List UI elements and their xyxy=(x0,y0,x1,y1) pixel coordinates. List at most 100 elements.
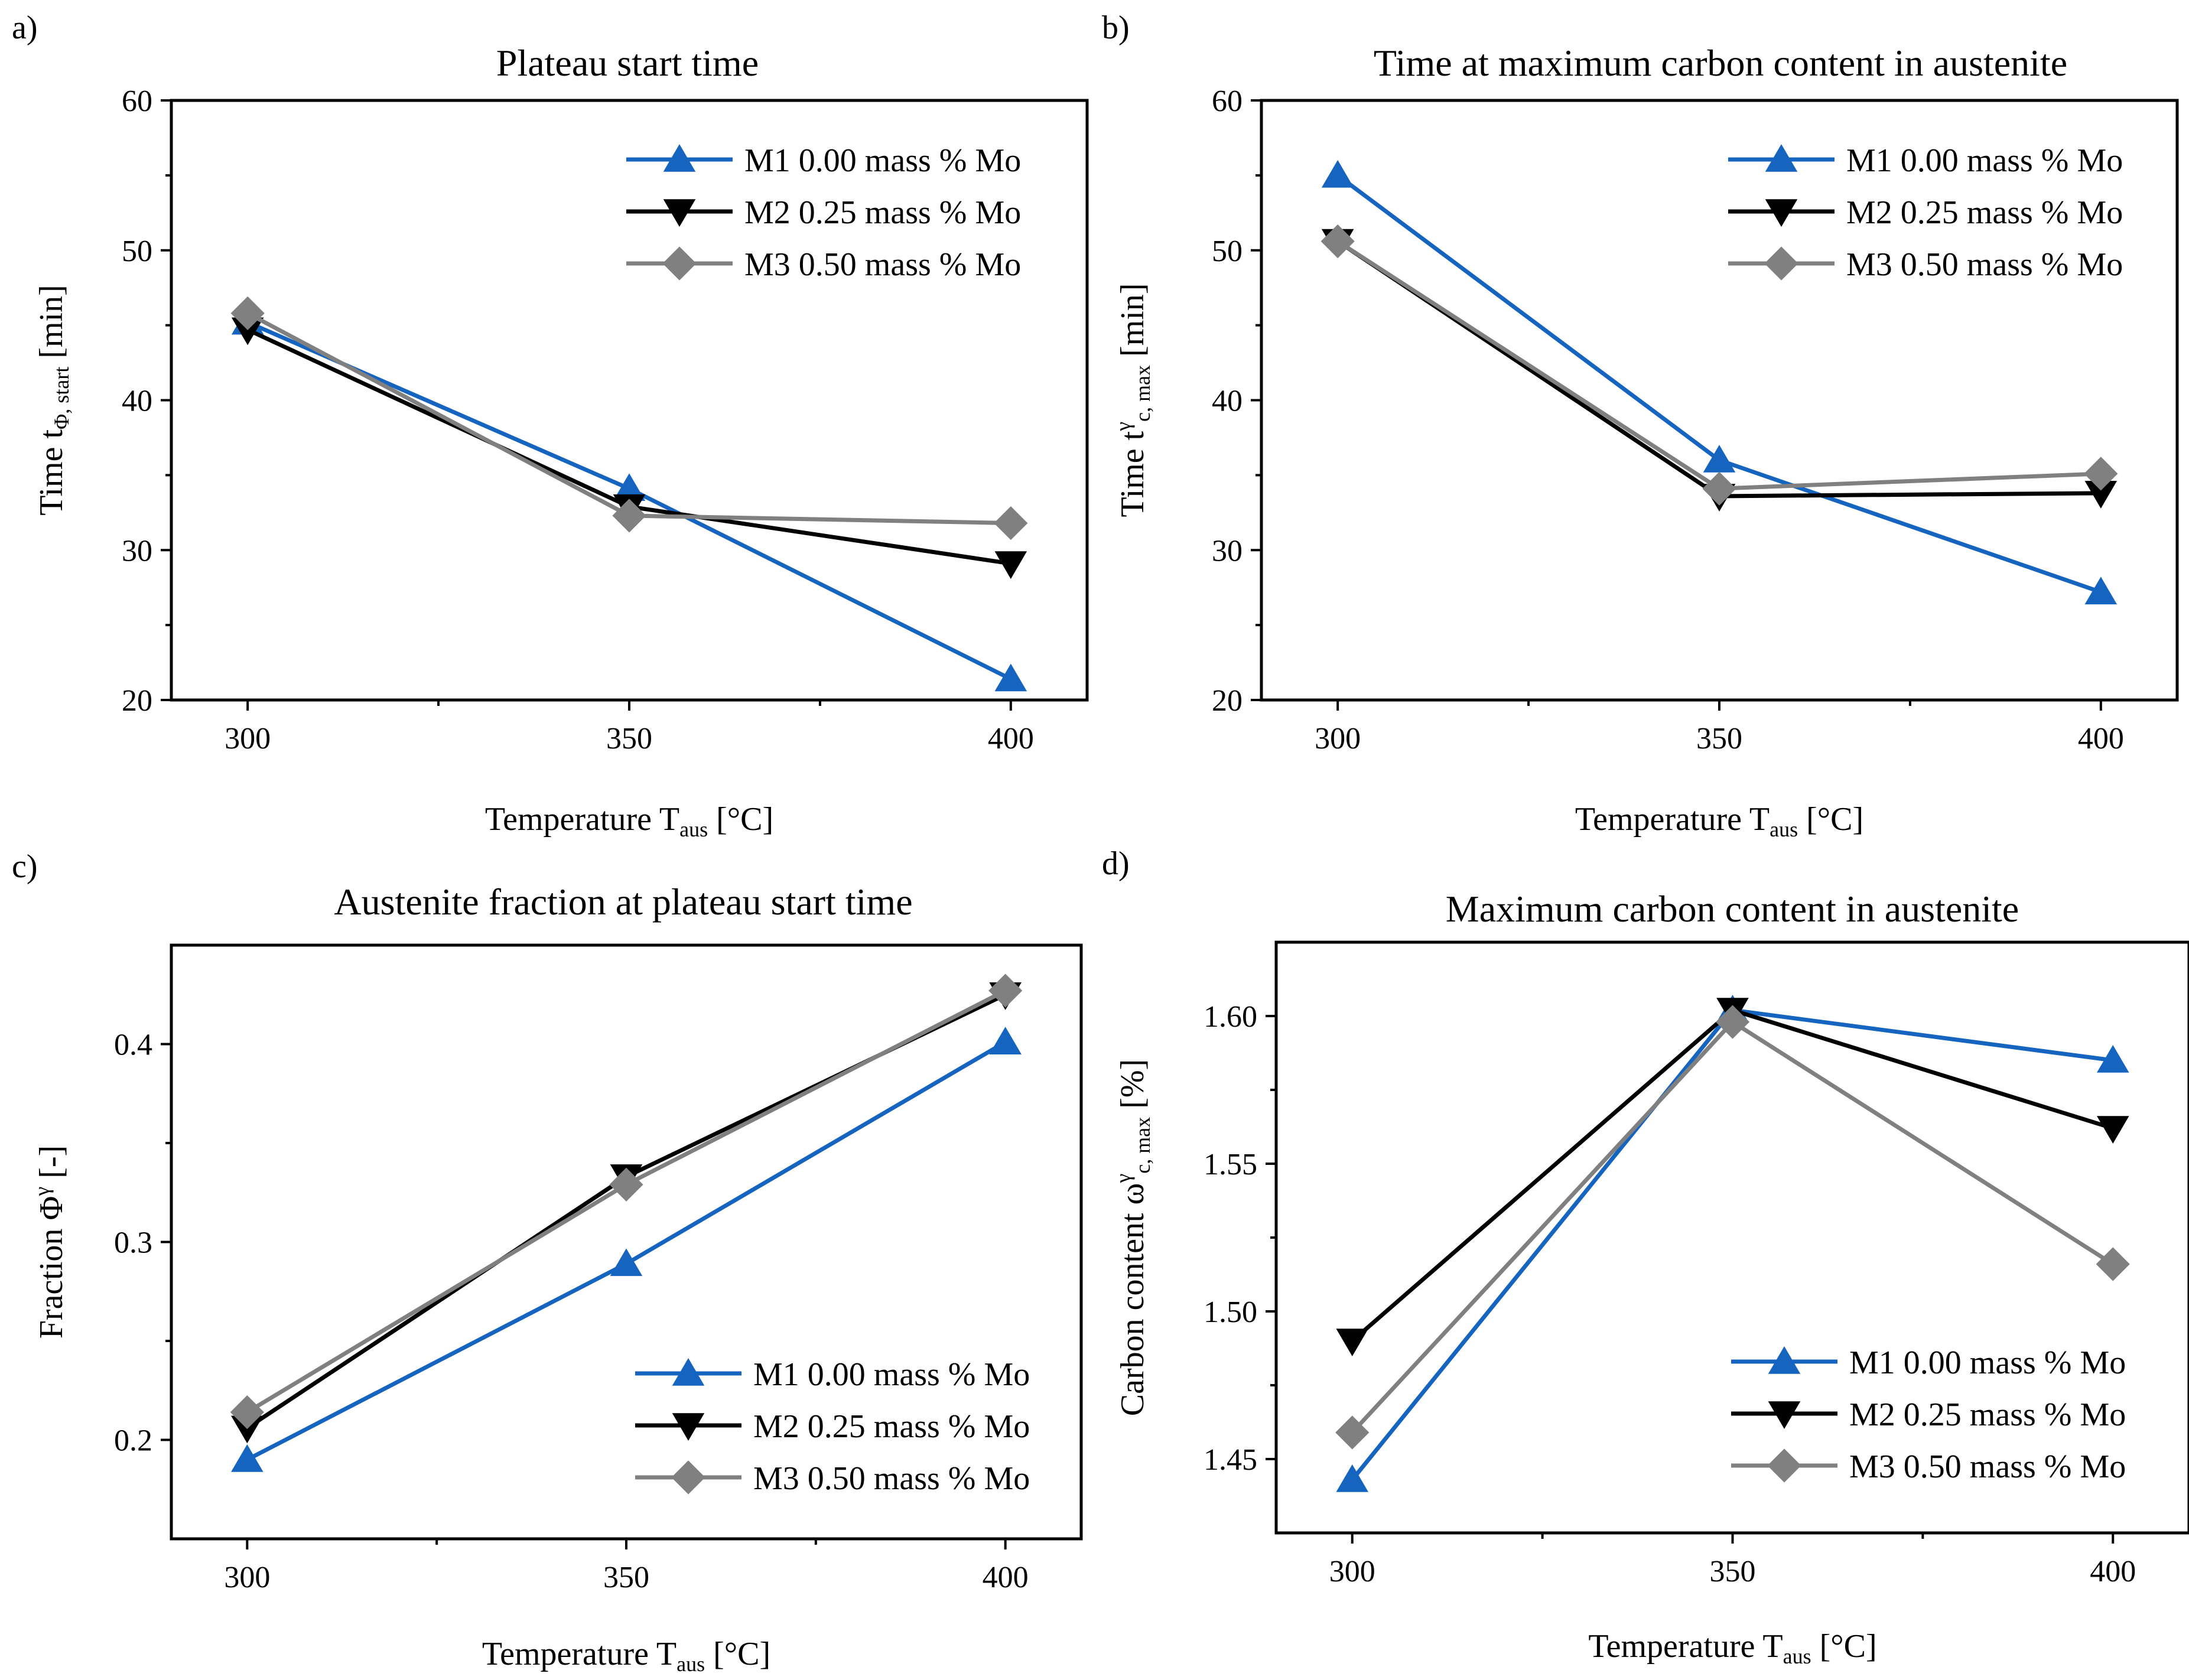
chart-panel-a: a) Plateau start time 300 350 400 20 30 40 50 60 T… xyxy=(12,9,1089,841)
legend-marker xyxy=(1768,1346,1801,1374)
series-line-2 xyxy=(1351,1008,2114,1343)
x-tick-label: 350 xyxy=(603,1561,649,1594)
data-point-1 xyxy=(613,473,646,502)
y-axis-label-sup: γ xyxy=(1111,422,1135,432)
data-point-3 xyxy=(1320,224,1355,259)
x-axis-label-unit: [°C] xyxy=(1811,1628,1877,1665)
data-point-3 xyxy=(230,1395,264,1430)
y-axis-label-sup: γ xyxy=(30,1187,54,1197)
data-point-1 xyxy=(1321,159,1354,188)
chart-title: Plateau start time xyxy=(496,42,759,84)
legend: M1 0.00 mass % Mo M2 0.25 mass % Mo M3 0.5… xyxy=(1728,142,2123,283)
y-tick-label: 30 xyxy=(122,534,152,568)
y-tick-label: 30 xyxy=(1212,534,1243,568)
legend-marker xyxy=(1765,144,1798,172)
legend: M1 0.00 mass % Mo M2 0.25 mass % Mo M3 0.5… xyxy=(635,1356,1030,1497)
y-tick-label: 40 xyxy=(1212,385,1243,418)
y-axis-label-unit: [min] xyxy=(33,285,70,366)
x-tick-label: 350 xyxy=(1696,722,1742,756)
x-tick-label: 300 xyxy=(1329,1555,1375,1588)
legend-label: M2 0.25 mass % Mo xyxy=(1846,194,2123,231)
y-axis-label-unit: [-] xyxy=(33,1145,70,1187)
data-point-2 xyxy=(994,551,1027,579)
legend-marker xyxy=(663,144,696,172)
y-tick-label: 0.4 xyxy=(114,1028,152,1062)
x-tick-label: 400 xyxy=(983,1561,1029,1594)
legend: M1 0.00 mass % Mo M2 0.25 mass % Mo M3 0.5… xyxy=(1731,1344,2126,1485)
legend-marker xyxy=(1768,1401,1801,1429)
x-tick-label: 300 xyxy=(224,1561,270,1594)
y-tick-label: 20 xyxy=(1212,684,1243,718)
data-point-1 xyxy=(1336,1464,1369,1492)
y-axis-label-unit: [%] xyxy=(1114,1059,1151,1117)
data-point-1 xyxy=(610,1248,643,1277)
x-axis-label: Temperature Taus [°C] xyxy=(1575,801,1863,841)
legend-label: M3 0.50 mass % Mo xyxy=(744,246,1021,283)
legend-label: M3 0.50 mass % Mo xyxy=(1846,246,2123,283)
data-point-2 xyxy=(231,1415,264,1444)
data-point-1 xyxy=(2096,1045,2129,1073)
y-axis-label-main: Time t xyxy=(1114,431,1151,517)
data-point-2 xyxy=(1336,1329,1369,1356)
x-axis-label: Temperature Taus [°C] xyxy=(1588,1628,1876,1668)
y-axis-label-main: Fraction Φ xyxy=(33,1196,70,1339)
y-axis-label: Carbon content ωγc, max [%] xyxy=(1111,1059,1154,1416)
chart-panel-c: c) Austenite fraction at plateau start ti… xyxy=(12,848,1083,1676)
y-axis-label-sub: Φ, start xyxy=(50,367,73,429)
legend-label: M1 0.00 mass % Mo xyxy=(1846,142,2123,179)
legend-marker xyxy=(671,1460,705,1495)
plot-frame xyxy=(170,943,1083,1541)
data-point-3 xyxy=(1715,1005,1750,1039)
legend-label: M3 0.50 mass % Mo xyxy=(753,1460,1030,1497)
data-point-1 xyxy=(1703,445,1736,473)
x-axis-label-main: Temperature T xyxy=(485,801,679,838)
chart-title: Maximum carbon content in austenite xyxy=(1446,888,2019,930)
legend-marker xyxy=(672,1413,705,1441)
x-axis-label-unit: [°C] xyxy=(705,1636,770,1672)
legend-label: M1 0.00 mass % Mo xyxy=(753,1356,1030,1393)
x-axis-label-sub: aus xyxy=(679,818,708,841)
y-axis-label: Time tΦ, start [min] xyxy=(33,285,73,516)
data-point-3 xyxy=(609,1167,643,1202)
plot-frame xyxy=(170,99,1089,702)
legend-marker xyxy=(663,199,696,227)
legend-label: M3 0.50 mass % Mo xyxy=(1849,1448,2126,1485)
x-axis-label-sub: aus xyxy=(1783,1645,1811,1668)
x-tick-label: 400 xyxy=(2078,722,2124,756)
x-tick-label: 300 xyxy=(225,722,271,756)
chart-title: Time at maximum carbon content in austen… xyxy=(1374,42,2067,84)
x-axis-label: Temperature Taus [°C] xyxy=(485,801,773,841)
data-point-2 xyxy=(231,317,264,346)
data-point-3 xyxy=(2096,1247,2130,1281)
data-point-3 xyxy=(612,499,646,533)
x-axis-label-main: Temperature T xyxy=(482,1636,676,1672)
panel-label: d) xyxy=(1102,845,1130,882)
y-tick-label: 1.55 xyxy=(1204,1148,1257,1181)
legend-label: M2 0.25 mass % Mo xyxy=(1849,1396,2126,1433)
y-axis-label-main: Time t xyxy=(33,429,70,516)
legend-label: M1 0.00 mass % Mo xyxy=(744,142,1021,179)
data-point-1 xyxy=(989,1027,1022,1054)
x-axis-label-main: Temperature T xyxy=(1588,1628,1783,1665)
y-tick-label: 50 xyxy=(122,235,152,268)
y-axis-label-unit: [min] xyxy=(1114,283,1151,364)
y-tick-label: 1.50 xyxy=(1204,1295,1257,1329)
data-point-3 xyxy=(230,296,265,330)
data-point-3 xyxy=(2084,457,2118,491)
x-tick-label: 300 xyxy=(1315,722,1361,756)
data-point-2 xyxy=(2096,1116,2129,1144)
data-point-3 xyxy=(1702,471,1736,506)
x-axis-label-main: Temperature T xyxy=(1575,801,1770,838)
y-tick-label: 40 xyxy=(122,385,152,418)
x-tick-label: 350 xyxy=(606,722,652,756)
x-axis-label-sub: aus xyxy=(676,1652,705,1676)
y-tick-label: 0.2 xyxy=(114,1424,152,1458)
series-line-1 xyxy=(1336,174,2102,594)
x-axis-label: Temperature Taus [°C] xyxy=(482,1636,770,1676)
y-axis-label-main: Carbon content ω xyxy=(1114,1183,1151,1417)
plot-frame xyxy=(1260,99,2179,702)
y-axis-label-sub: c, max xyxy=(1131,365,1154,422)
chart-title: Austenite fraction at plateau start time xyxy=(334,881,912,923)
legend-label: M2 0.25 mass % Mo xyxy=(753,1408,1030,1445)
panel-label: b) xyxy=(1102,9,1130,46)
